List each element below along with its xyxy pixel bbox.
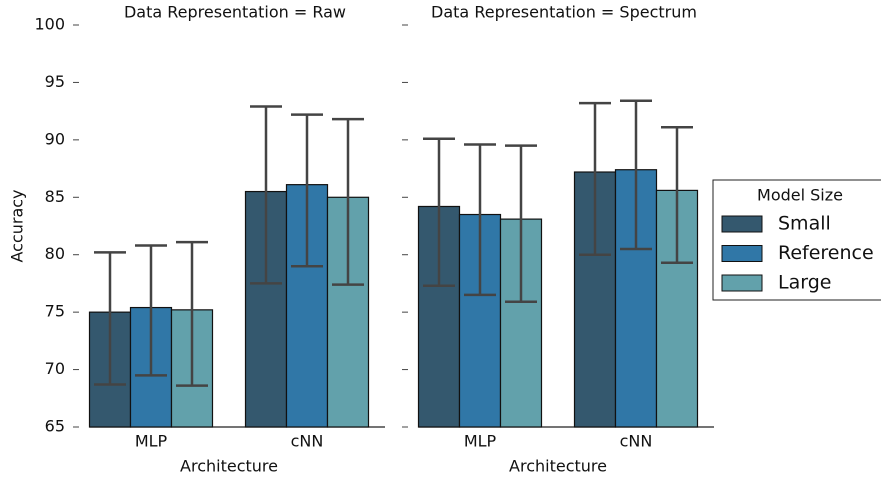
error-bar: [176, 240, 208, 387]
y-tick-label: 75: [45, 302, 65, 321]
panel-title: Data Representation = Raw: [124, 3, 346, 22]
error-bar: [505, 144, 537, 304]
error-bar: [135, 244, 167, 377]
error-bar: [464, 143, 496, 297]
x-tick-label: MLP: [135, 432, 168, 451]
x-tick-label: cNN: [291, 432, 324, 451]
panel-title: Data Representation = Spectrum: [431, 3, 697, 22]
y-tick-label: 100: [34, 15, 65, 34]
error-bar: [94, 251, 126, 386]
legend-title: Model Size: [757, 186, 843, 205]
y-tick-label: 70: [45, 359, 65, 378]
legend-swatch: [721, 274, 763, 292]
error-bar: [291, 113, 323, 268]
y-tick-label: 95: [45, 72, 65, 91]
y-tick-label: 90: [45, 129, 65, 148]
legend-label: Reference: [778, 242, 874, 264]
x-axis-label: Architecture: [509, 457, 607, 476]
y-tick-label: 80: [45, 244, 65, 263]
legend-label: Small: [778, 213, 831, 235]
error-bar: [620, 99, 652, 251]
legend-label: Large: [778, 272, 831, 294]
error-bar: [423, 137, 455, 287]
y-tick-label: 85: [45, 187, 65, 206]
x-tick-label: cNN: [620, 432, 653, 451]
y-tick-label: 65: [45, 417, 65, 436]
y-axis-label: Accuracy: [8, 189, 27, 262]
x-axis-label: Architecture: [180, 457, 278, 476]
legend-swatch: [721, 245, 763, 262]
error-bar: [661, 125, 693, 265]
error-bar: [250, 105, 282, 285]
x-tick-label: MLP: [464, 432, 497, 451]
error-bar: [579, 101, 611, 256]
error-bar: [332, 117, 364, 286]
legend-swatch: [721, 215, 763, 233]
